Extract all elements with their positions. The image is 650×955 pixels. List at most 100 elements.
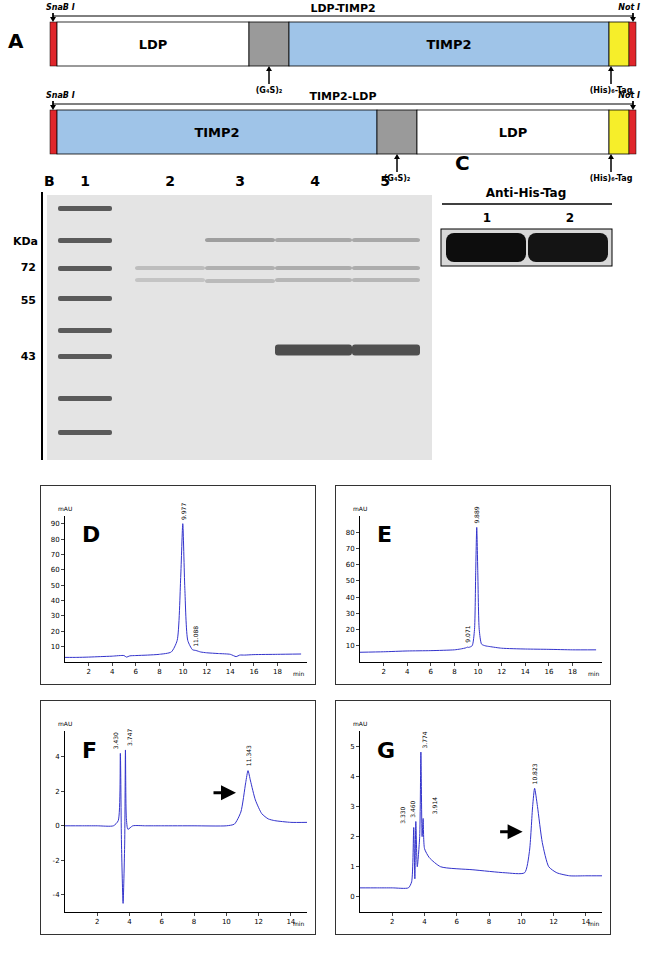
svg-text:KDa: KDa	[13, 235, 38, 248]
svg-text:F: F	[82, 738, 97, 763]
svg-text:30: 30	[51, 612, 60, 620]
svg-text:C: C	[455, 151, 470, 175]
svg-text:70: 70	[51, 551, 60, 559]
svg-text:Not I: Not I	[618, 3, 640, 12]
svg-text:12: 12	[202, 668, 211, 676]
svg-text:(His)₆-Tag: (His)₆-Tag	[590, 174, 633, 183]
svg-text:mAU: mAU	[58, 720, 72, 727]
svg-text:SnaB I: SnaB I	[46, 91, 75, 100]
svg-text:14: 14	[286, 918, 295, 926]
svg-text:2: 2	[55, 788, 59, 796]
svg-text:8: 8	[452, 668, 456, 676]
svg-text:80: 80	[51, 536, 60, 544]
svg-text:70: 70	[346, 545, 355, 553]
svg-text:50: 50	[51, 582, 60, 590]
svg-text:LDP: LDP	[499, 125, 528, 140]
svg-text:3.774: 3.774	[421, 731, 428, 748]
svg-text:20: 20	[51, 628, 60, 636]
svg-text:14: 14	[521, 668, 530, 676]
svg-text:43: 43	[21, 350, 36, 363]
svg-text:6: 6	[160, 918, 165, 926]
svg-text:6: 6	[429, 668, 434, 676]
svg-text:14: 14	[226, 668, 235, 676]
svg-text:60: 60	[346, 561, 355, 569]
svg-text:11.088: 11.088	[192, 626, 199, 647]
svg-text:2: 2	[95, 918, 99, 926]
svg-text:3.430: 3.430	[112, 732, 119, 749]
svg-text:3: 3	[235, 173, 245, 189]
svg-text:-2: -2	[53, 857, 60, 865]
svg-text:mAU: mAU	[353, 720, 367, 727]
svg-text:1: 1	[483, 211, 491, 225]
svg-text:TIMP2: TIMP2	[194, 125, 239, 140]
svg-text:E: E	[377, 522, 392, 547]
svg-text:G: G	[377, 738, 395, 763]
svg-text:14: 14	[581, 918, 590, 926]
svg-text:8: 8	[487, 918, 491, 926]
svg-text:2: 2	[566, 211, 574, 225]
svg-text:Not I: Not I	[618, 91, 640, 100]
svg-text:4: 4	[310, 173, 320, 189]
svg-text:30: 30	[346, 610, 355, 618]
svg-text:6: 6	[455, 918, 460, 926]
svg-text:4: 4	[405, 668, 410, 676]
svg-text:60: 60	[51, 566, 60, 574]
svg-text:2: 2	[381, 668, 385, 676]
svg-text:0: 0	[55, 822, 59, 830]
svg-text:0: 0	[350, 893, 354, 901]
svg-text:10: 10	[179, 668, 188, 676]
svg-text:12: 12	[497, 668, 506, 676]
svg-text:2: 2	[86, 668, 90, 676]
svg-text:min: min	[588, 670, 600, 677]
svg-text:8: 8	[192, 918, 196, 926]
svg-text:18: 18	[568, 668, 577, 676]
svg-text:-4: -4	[53, 891, 61, 899]
svg-text:D: D	[82, 522, 100, 547]
svg-text:(G₄S)₂: (G₄S)₂	[256, 86, 283, 95]
svg-text:1: 1	[350, 863, 354, 871]
svg-text:4: 4	[422, 918, 427, 926]
svg-text:72: 72	[21, 261, 36, 274]
svg-text:10: 10	[346, 642, 355, 650]
svg-text:4: 4	[127, 918, 132, 926]
svg-text:8: 8	[157, 668, 161, 676]
svg-text:16: 16	[249, 668, 258, 676]
svg-text:9.889: 9.889	[473, 506, 480, 523]
svg-text:4: 4	[110, 668, 115, 676]
svg-text:3: 3	[350, 803, 354, 811]
svg-text:2: 2	[390, 918, 394, 926]
svg-text:11.343: 11.343	[245, 745, 252, 766]
svg-text:10: 10	[517, 918, 526, 926]
svg-text:1: 1	[80, 173, 90, 189]
svg-text:TIMP2: TIMP2	[426, 37, 471, 52]
svg-text:mAU: mAU	[58, 505, 72, 512]
svg-text:min: min	[588, 920, 600, 927]
svg-text:90: 90	[51, 520, 60, 528]
svg-text:12: 12	[254, 918, 263, 926]
svg-text:10: 10	[222, 918, 231, 926]
svg-text:9.071: 9.071	[464, 625, 471, 642]
svg-text:50: 50	[346, 577, 355, 585]
svg-text:3.914: 3.914	[431, 797, 438, 814]
svg-text:3.330: 3.330	[399, 806, 406, 823]
svg-text:9.977: 9.977	[180, 503, 187, 520]
svg-text:LDP: LDP	[139, 37, 168, 52]
svg-text:min: min	[293, 670, 305, 677]
svg-text:TIMP2-LDP: TIMP2-LDP	[309, 90, 376, 103]
svg-text:10.823: 10.823	[531, 763, 538, 784]
svg-text:2: 2	[350, 833, 354, 841]
svg-text:min: min	[293, 920, 305, 927]
svg-text:80: 80	[346, 529, 355, 537]
svg-text:10: 10	[474, 668, 483, 676]
svg-text:Anti-His-Tag: Anti-His-Tag	[486, 186, 567, 200]
svg-text:40: 40	[51, 597, 60, 605]
svg-text:3.747: 3.747	[126, 729, 133, 746]
svg-text:16: 16	[544, 668, 553, 676]
svg-text:12: 12	[549, 918, 558, 926]
svg-text:10: 10	[51, 643, 60, 651]
svg-text:20: 20	[346, 626, 355, 634]
svg-text:5: 5	[350, 743, 354, 751]
svg-text:6: 6	[134, 668, 139, 676]
svg-text:2: 2	[165, 173, 175, 189]
svg-text:40: 40	[346, 594, 355, 602]
